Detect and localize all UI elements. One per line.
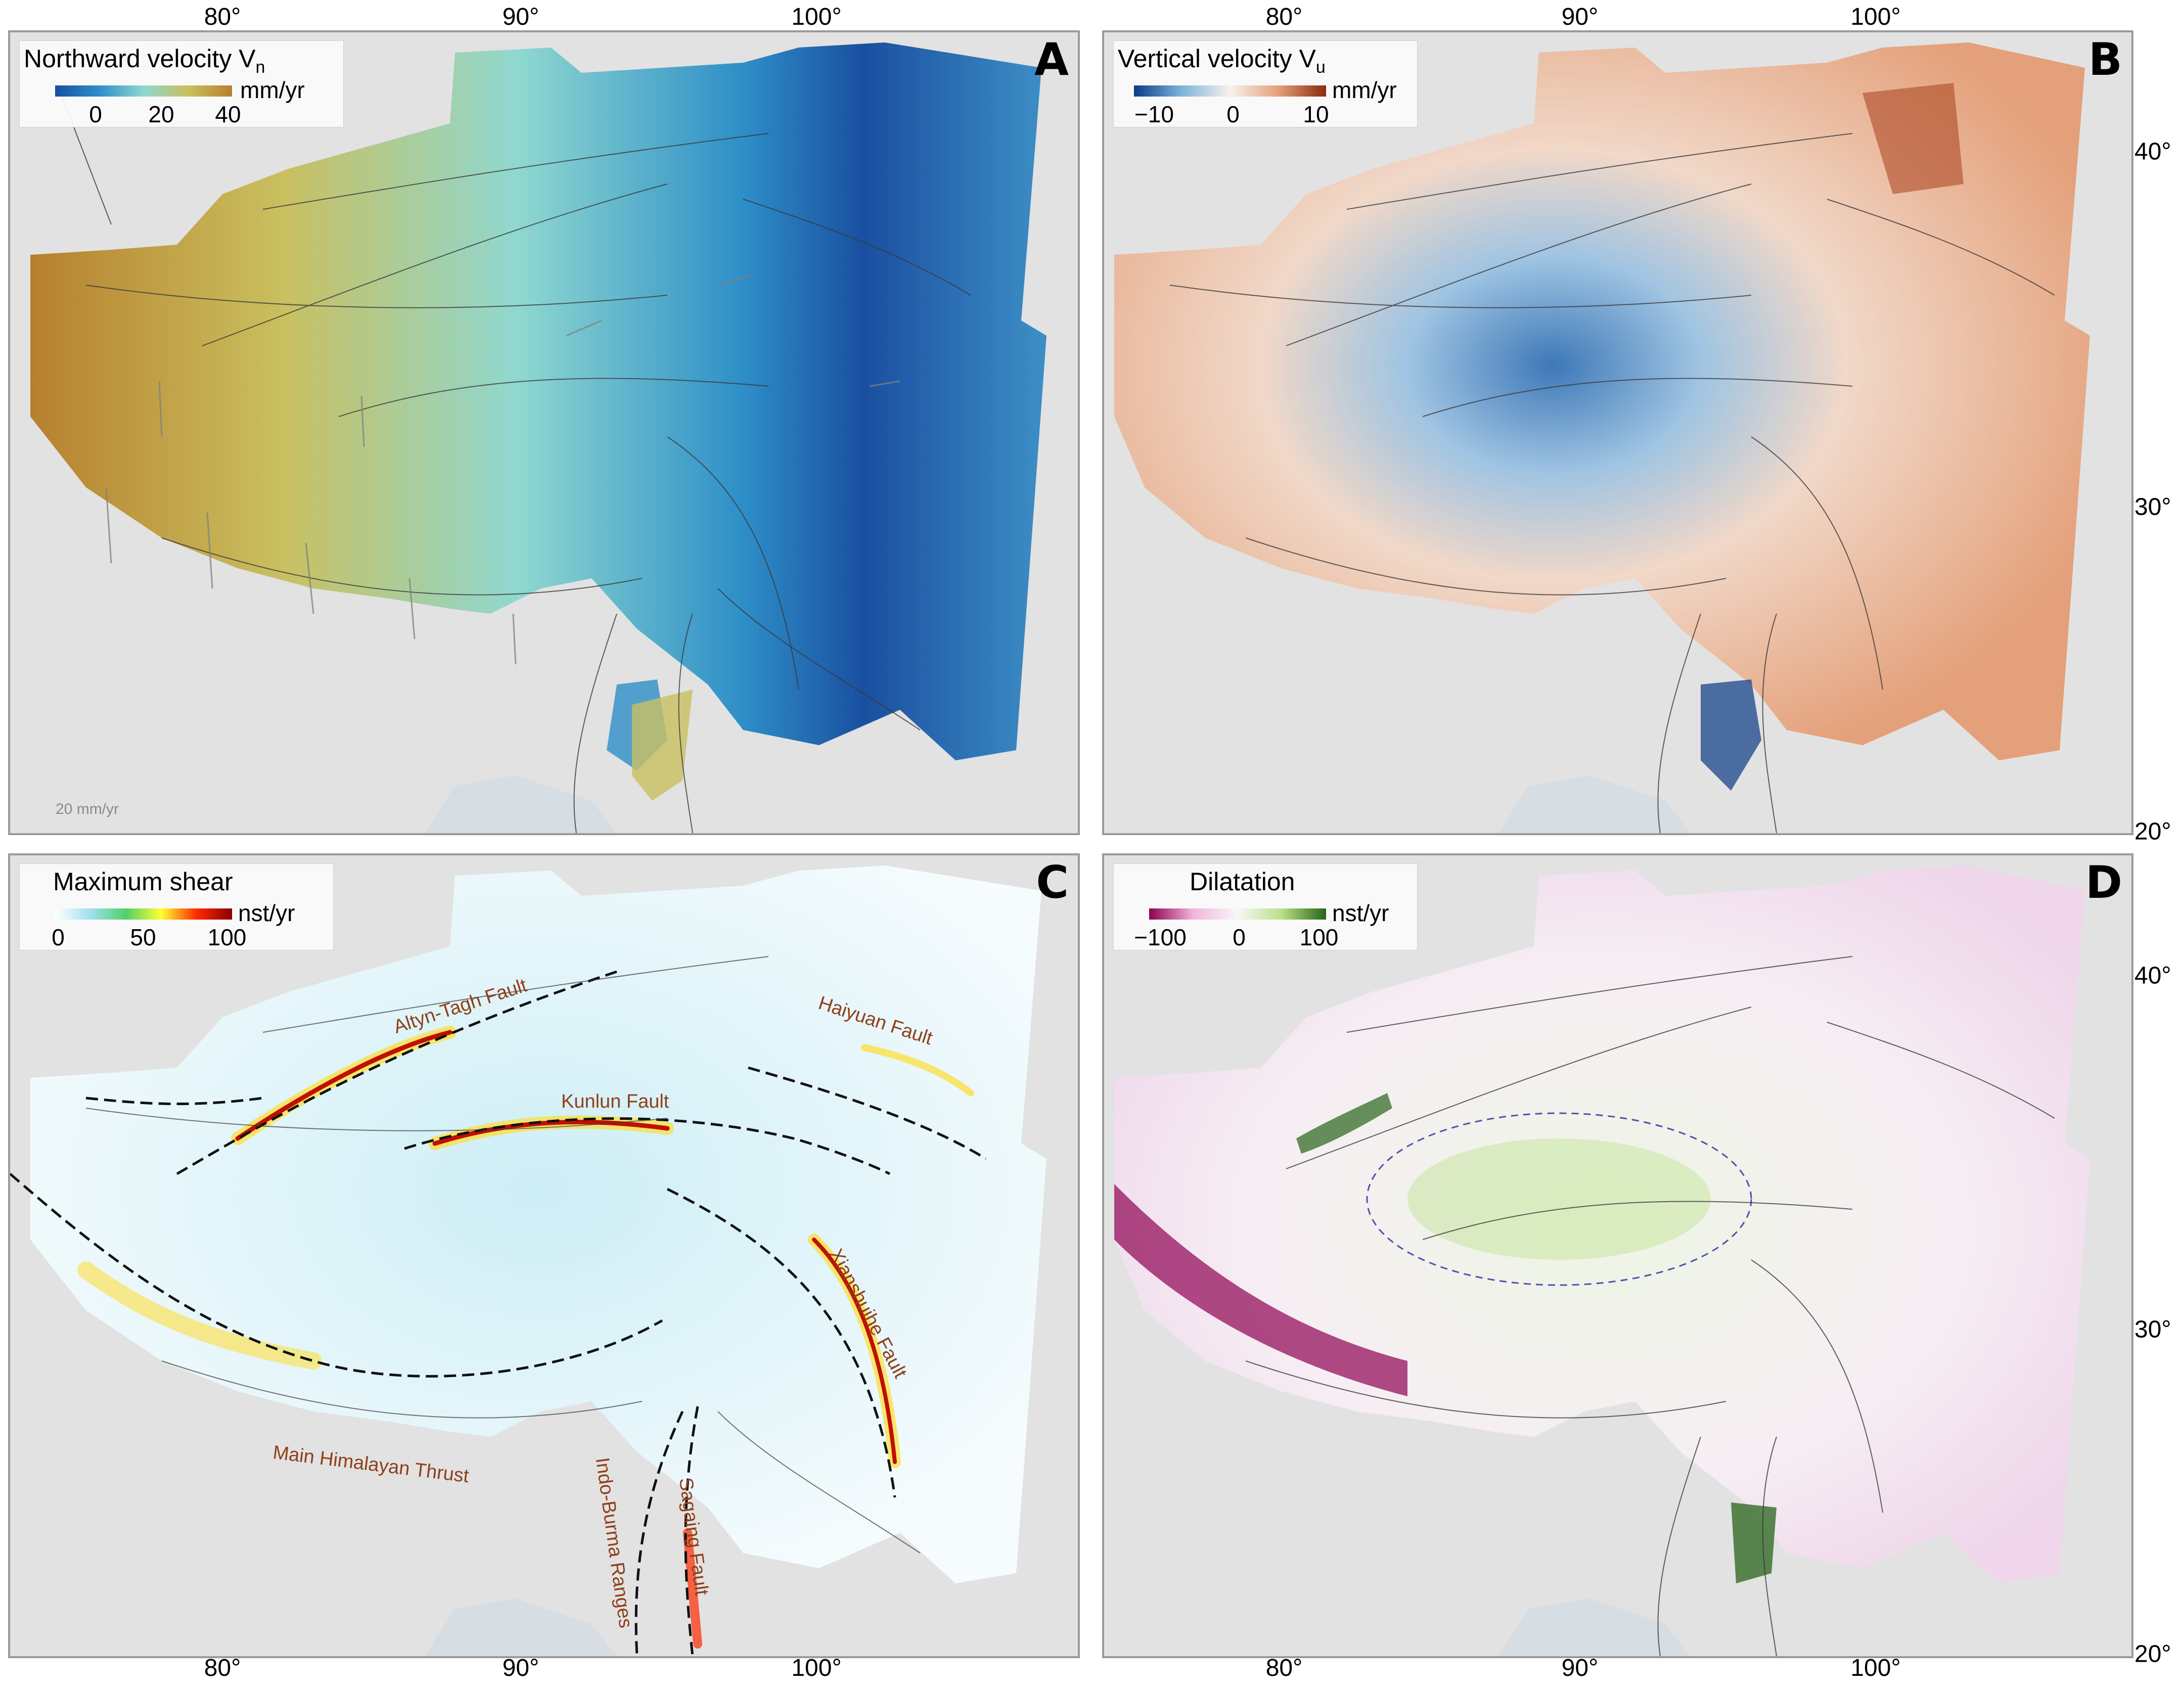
- fault-lines: [85, 956, 921, 1554]
- lon-tick-90-bottom-left: 90°: [502, 1655, 539, 1681]
- colorbar-d: [1149, 908, 1326, 920]
- panel-b-vertical-velocity: Vertical velocity Vu mm/yr −10 0 10 B: [1102, 30, 2133, 835]
- colorbar-b: [1134, 85, 1326, 97]
- legend-tick-a-1: 20: [148, 101, 174, 127]
- lon-tick-100-bottom-right: 100°: [1850, 1655, 1901, 1681]
- legend-tick-d-0: −100: [1134, 924, 1187, 950]
- panel-letter-b: B: [2088, 33, 2122, 85]
- central-extension-fill: [1407, 1138, 1711, 1260]
- lat-tick-20-top: 20°: [2134, 818, 2171, 845]
- lat-tick-20-bottom: 20°: [2134, 1640, 2171, 1668]
- panel-b-legend: Vertical velocity Vu mm/yr −10 0 10: [1113, 40, 1418, 127]
- lon-tick-80-top-right: 80°: [1265, 4, 1303, 30]
- ocean-region: [1498, 775, 1691, 833]
- panel-letter-a: A: [1034, 33, 1069, 85]
- lon-tick-90-bottom-right: 90°: [1561, 1655, 1599, 1681]
- legend-tick-d-1: 0: [1233, 924, 1246, 950]
- lon-tick-80-top-left: 80°: [204, 4, 241, 30]
- lon-tick-100-top-left: 100°: [791, 4, 842, 30]
- panel-a-northward-velocity: Northward velocity Vn mm/yr 0 20 40 A 20…: [8, 30, 1080, 835]
- lon-tick-80-bottom-left: 80°: [204, 1655, 241, 1681]
- myanmar-patch: [632, 690, 693, 801]
- panel-c-maximum-shear: Altyn-Tagh Fault Haiyuan Fault Kunlun Fa…: [8, 853, 1080, 1658]
- fault-lines: [1245, 956, 2055, 1656]
- panel-a-map: [30, 42, 1046, 833]
- ocean-region: [425, 1599, 617, 1656]
- lon-tick-90-top-right: 90°: [1561, 4, 1599, 30]
- plateau-region: [30, 42, 1046, 760]
- lon-tick-100-bottom-left: 100°: [791, 1655, 842, 1681]
- legend-tick-c-0: 0: [52, 924, 65, 950]
- central-extension-zone: [1366, 1112, 1752, 1286]
- himalaya-contraction: [1114, 1184, 1407, 1396]
- panel-letter-c: C: [1036, 856, 1069, 908]
- legend-tick-a-0: 0: [89, 101, 102, 127]
- lat-tick-40-bottom: 40°: [2134, 962, 2171, 989]
- subsidence-patch: [1701, 679, 1761, 791]
- legend-unit-b: mm/yr: [1332, 77, 1397, 103]
- fault-lines: [60, 93, 971, 833]
- legend-tick-c-2: 100: [207, 924, 247, 950]
- vector-scale-label: 20 mm/yr: [56, 801, 119, 817]
- legend-tick-c-1: 50: [130, 924, 156, 950]
- legend-tick-b-1: 0: [1226, 101, 1240, 127]
- panel-a-legend: Northward velocity Vn mm/yr 0 20 40: [19, 40, 344, 127]
- gnss-vectors: [105, 274, 900, 665]
- panel-d-map: [1114, 865, 2090, 1656]
- plateau-region: [1114, 42, 2090, 760]
- legend-title-c: Maximum shear: [53, 868, 233, 896]
- mapped-faults-dashed: [10, 970, 987, 1656]
- legend-unit-d: nst/yr: [1332, 900, 1389, 926]
- legend-title-a: Northward velocity Vn: [24, 44, 265, 77]
- colorbar-a: [55, 85, 232, 97]
- lon-tick-80-bottom-right: 80°: [1265, 1655, 1303, 1681]
- ocean-region: [1498, 1599, 1691, 1656]
- legend-unit-a: mm/yr: [240, 77, 305, 103]
- legend-tick-d-2: 100: [1299, 924, 1339, 950]
- extension-patch: [1731, 1502, 1777, 1583]
- legend-title-d: Dilatation: [1190, 868, 1295, 896]
- plateau-region: [1114, 865, 2090, 1583]
- legend-tick-b-2: 10: [1303, 101, 1329, 127]
- lat-tick-30-bottom: 30°: [2134, 1316, 2171, 1343]
- legend-title-b: Vertical velocity Vu: [1118, 44, 1326, 77]
- extension-patch-north: [1296, 1093, 1392, 1154]
- legend-tick-b-0: −10: [1134, 101, 1174, 127]
- high-shear-zones: [77, 1026, 974, 1649]
- plateau-region: [30, 865, 1046, 1583]
- lon-tick-100-top-right: 100°: [1850, 4, 1901, 30]
- lon-tick-90-top-left: 90°: [502, 4, 539, 30]
- panel-c-map: [10, 865, 1046, 1656]
- ocean-region: [425, 775, 617, 833]
- lat-tick-30-top: 30°: [2134, 493, 2171, 521]
- legend-unit-c: nst/yr: [238, 900, 295, 926]
- fault-lines: [1169, 133, 2055, 833]
- panel-letter-d: D: [2085, 856, 2122, 908]
- label-kunlun-fault: Kunlun Fault: [561, 1091, 669, 1112]
- legend-tick-a-2: 40: [215, 101, 241, 127]
- panel-d-legend: Dilatation nst/yr −100 0 100: [1113, 863, 1418, 950]
- panel-d-dilatation: Dilatation nst/yr −100 0 100 D: [1102, 853, 2133, 1658]
- panel-c-legend: Maximum shear nst/yr 0 50 100: [19, 863, 334, 950]
- panel-b-map: [1114, 42, 2090, 833]
- lat-tick-40-top: 40°: [2134, 138, 2171, 165]
- colorbar-c: [55, 908, 232, 920]
- uplift-patch: [1862, 83, 1964, 194]
